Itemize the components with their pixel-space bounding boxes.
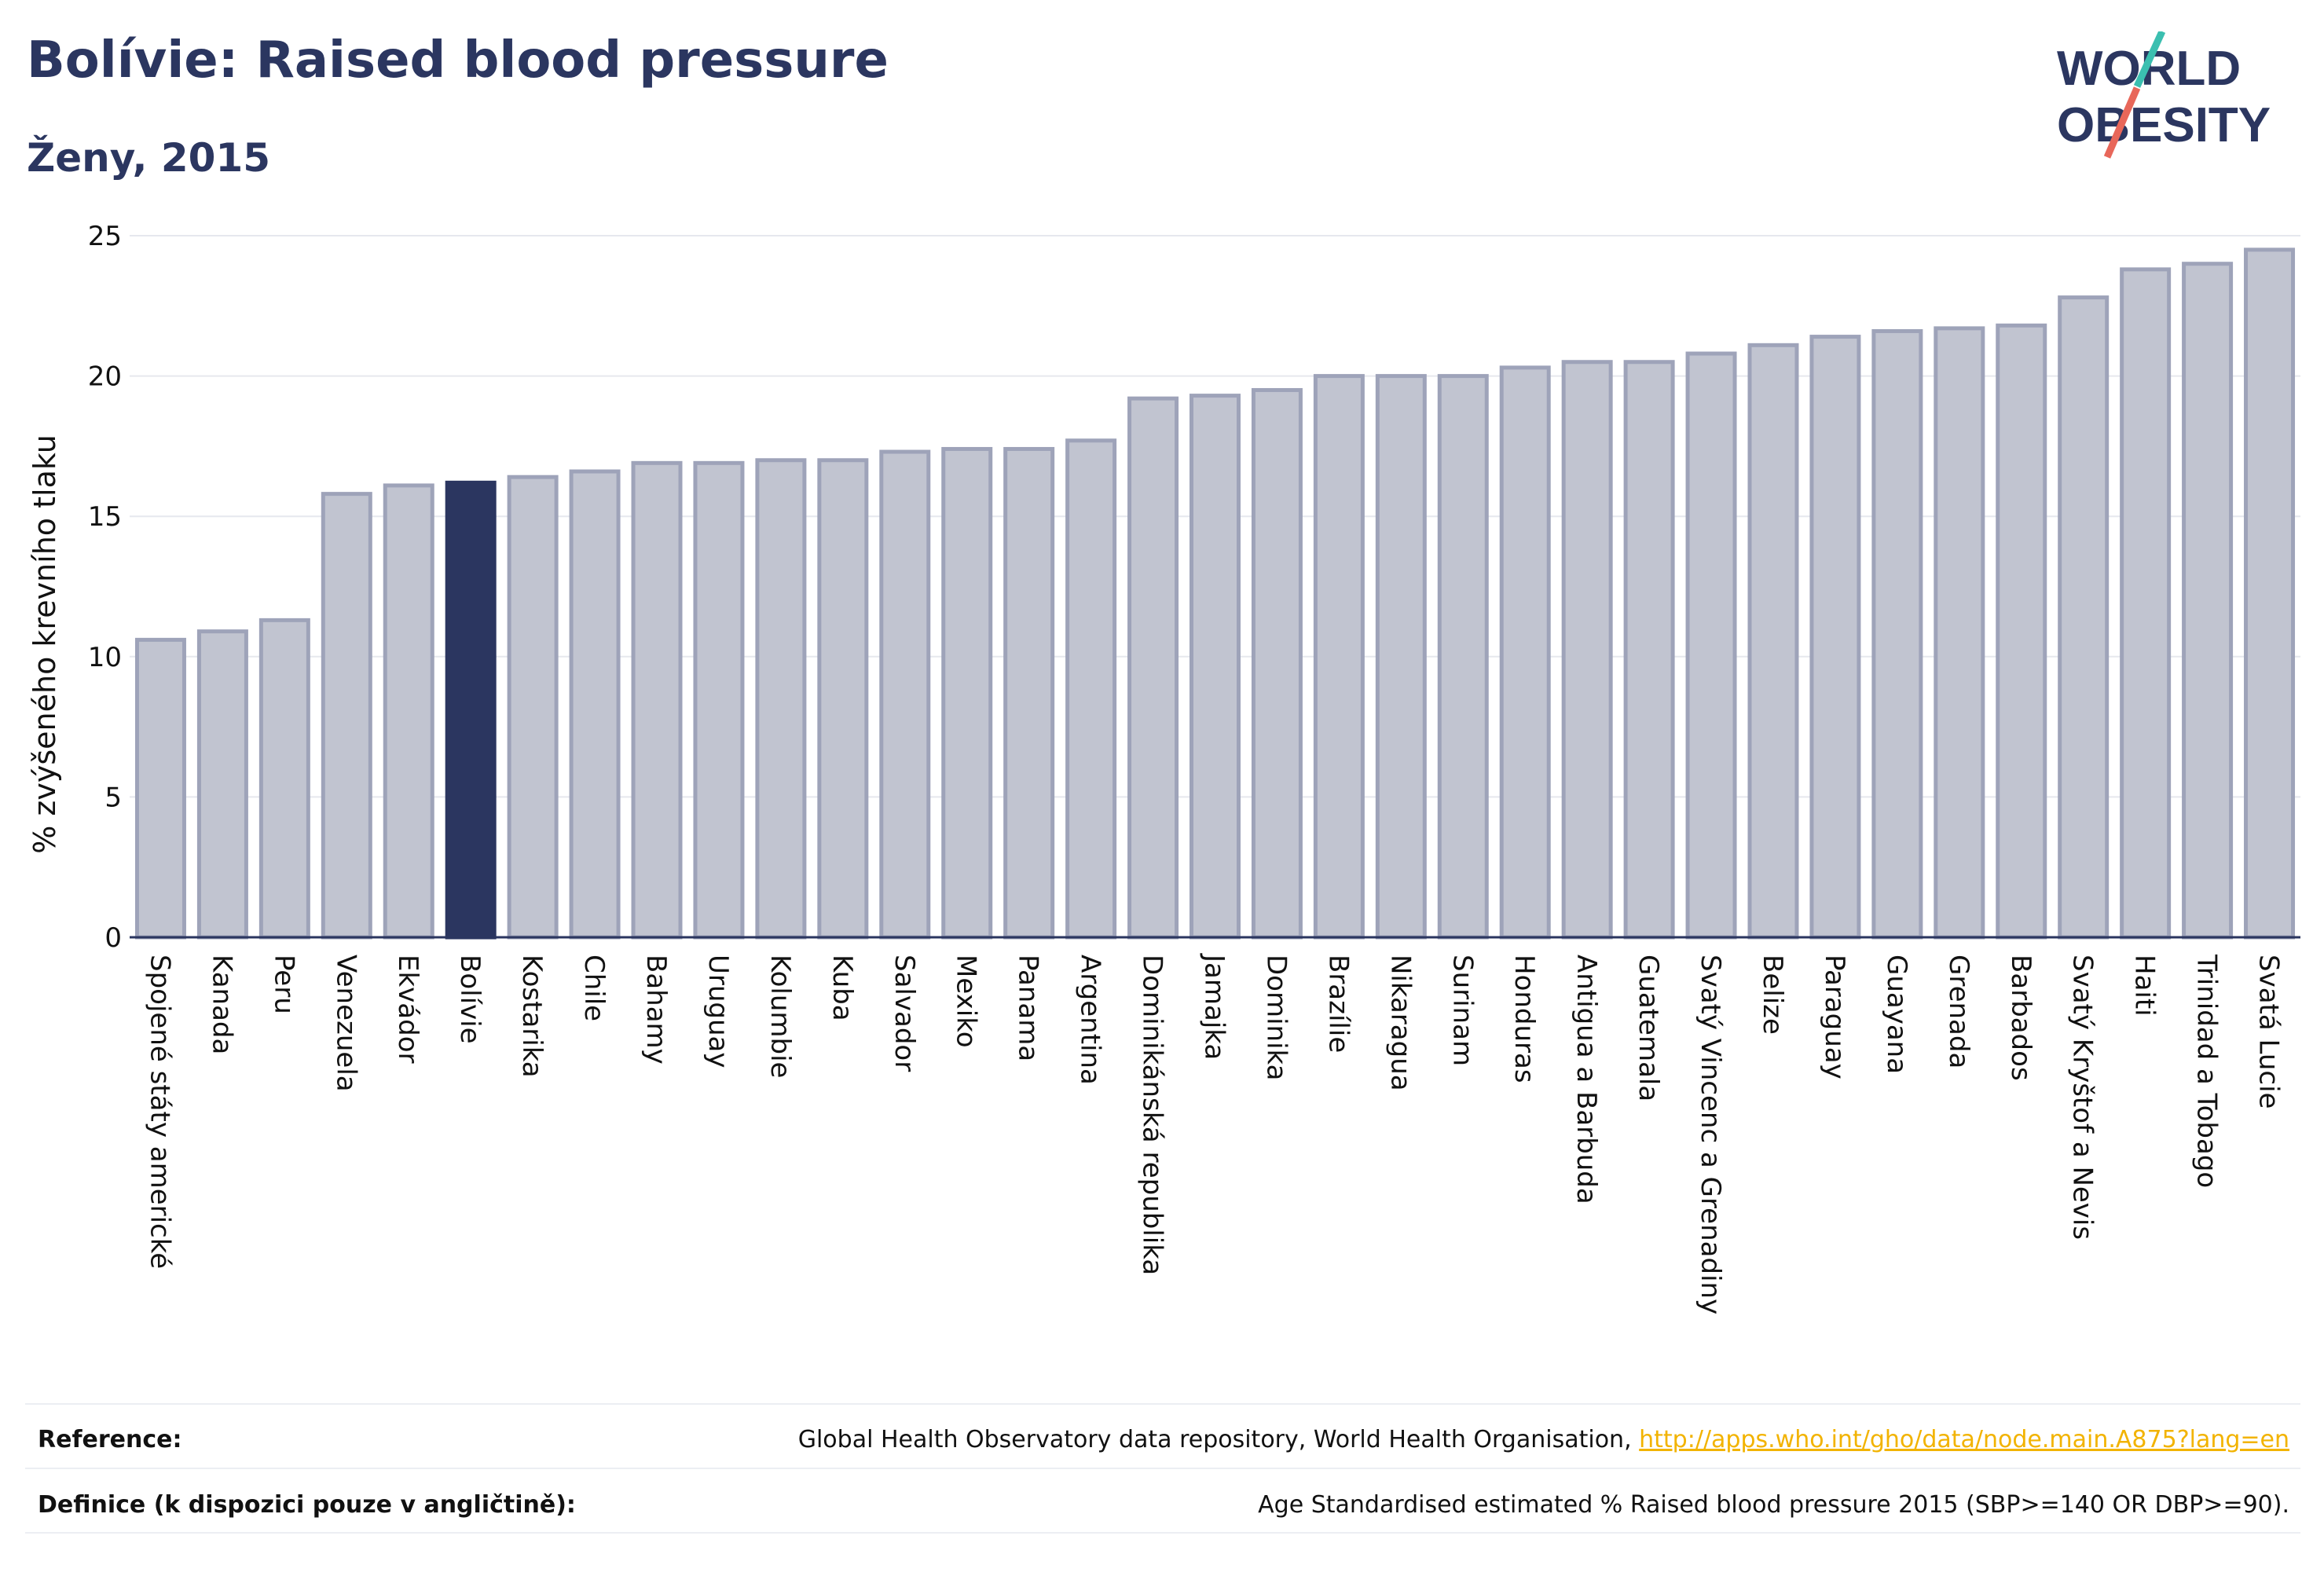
chart-subtitle: Ženy, 2015	[27, 135, 271, 181]
x-tick-label: Ekvádor	[392, 955, 423, 1064]
y-tick-label: 20	[88, 361, 122, 393]
bar-13	[941, 446, 993, 940]
x-tick-label: Panama	[1013, 955, 1044, 1061]
bar-3	[321, 492, 372, 940]
bar-9	[693, 460, 745, 940]
bar-25	[1685, 351, 1737, 940]
reference-link[interactable]: http://apps.who.int/gho/data/node.main.A…	[1639, 1426, 2289, 1453]
x-tick-label: Svatý Kryštof a Nevis	[2067, 955, 2099, 1240]
bar-14	[1003, 446, 1055, 940]
logo-line2: OBESITY	[2057, 98, 2271, 152]
bar-chart: 0 5 10 15 20 25 Spojené státy americké Kanada P…	[27, 221, 2300, 1314]
bar-19	[1313, 374, 1365, 940]
bar-8	[631, 460, 683, 940]
x-tick-label: Trinidad a Tobago	[2191, 954, 2223, 1188]
bar-29	[1934, 326, 1985, 940]
y-axis-label: % zvýšeného krevního tlaku	[27, 434, 62, 854]
reference-text: Global Health Observatory data repositor…	[798, 1426, 2289, 1453]
bar-15	[1065, 438, 1117, 940]
x-tick-label: Spojené státy americké	[144, 955, 175, 1269]
world-obesity-logo: WORLD OBESITY	[2057, 31, 2271, 159]
x-tick-label: Belize	[1757, 955, 1788, 1035]
x-tick-label: Paraguay	[1819, 955, 1850, 1079]
x-tick-label: Brazílie	[1322, 955, 1354, 1053]
y-tick-label: 0	[104, 922, 122, 954]
chart-title: Bolívie: Raised blood pressure	[27, 31, 889, 90]
x-tick-label: Jamajka	[1199, 953, 1230, 1060]
x-tick-label: Guatemala	[1633, 955, 1664, 1101]
bar-17	[1189, 394, 1241, 940]
bar-32	[2120, 267, 2172, 940]
x-tick-label: Svatý Vincenc a Grenadiny	[1695, 955, 1726, 1314]
bar-24	[1623, 360, 1675, 940]
x-tick-label: Bahamy	[640, 955, 672, 1065]
x-tick-label: Grenada	[1943, 955, 1974, 1068]
y-tick-label: 25	[88, 221, 122, 252]
bar-30	[1996, 323, 2047, 940]
definition-text: Age Standardised estimated % Raised bloo…	[1258, 1491, 2289, 1519]
bar-1	[196, 629, 248, 940]
x-tick-label: Peru	[268, 955, 299, 1014]
x-tick-label: Haiti	[2129, 955, 2161, 1017]
bar-7	[569, 469, 621, 940]
bar-12	[879, 449, 931, 940]
bar-2	[258, 618, 310, 940]
reference-label: Reference:	[38, 1426, 182, 1453]
x-tick-label: Svatá Lucie	[2253, 955, 2285, 1109]
bar-11	[817, 458, 869, 940]
footer-divider-bottom	[25, 1532, 2300, 1534]
bar-34	[2244, 247, 2296, 940]
bar-27	[1809, 335, 1861, 940]
x-tick-label: Kolumbie	[764, 955, 796, 1078]
bar-6	[507, 475, 559, 940]
bar-31	[2058, 295, 2110, 940]
x-tick-label: Dominikánská republika	[1137, 955, 1168, 1275]
x-tick-label: Antigua a Barbuda	[1571, 955, 1602, 1204]
footer-divider-top	[25, 1403, 2300, 1405]
x-tick-label: Venezuela	[330, 955, 361, 1092]
x-tick-label: Honduras	[1508, 955, 1540, 1083]
x-tick-label: Uruguay	[702, 955, 734, 1068]
bar-22	[1499, 365, 1551, 940]
x-tick-label: Argentina	[1075, 955, 1106, 1085]
x-tick-label: Kostarika	[516, 955, 548, 1078]
x-tick-label: Chile	[578, 955, 610, 1021]
bar-20	[1375, 374, 1427, 940]
x-tick-label: Salvador	[889, 955, 920, 1072]
bar-21	[1437, 374, 1489, 940]
x-tick-label: Dominika	[1260, 955, 1292, 1080]
bar-16	[1127, 396, 1179, 940]
x-tick-label: Bolívie	[454, 955, 486, 1044]
footer-divider-middle	[25, 1468, 2300, 1469]
bar-33	[2182, 262, 2234, 940]
y-tick-label: 15	[88, 501, 122, 533]
bar-23	[1561, 360, 1613, 940]
x-tick-label: Nikaragua	[1384, 955, 1416, 1091]
logo-slash-red	[2103, 86, 2141, 159]
logo-slash-teal	[2133, 31, 2166, 88]
y-tick-label: 10	[88, 642, 122, 673]
x-tick-label: Guayana	[1881, 955, 1912, 1074]
definition-label: Definice (k dispozici pouze v angličtině…	[38, 1491, 576, 1519]
bar-28	[1871, 328, 1923, 940]
reference-source: Global Health Observatory data repositor…	[797, 1426, 1640, 1453]
bar-5	[445, 480, 497, 940]
x-tick-label: Kuba	[827, 955, 858, 1021]
bar-0	[134, 637, 186, 940]
x-tick-label: Barbados	[2005, 955, 2036, 1081]
bar-18	[1251, 387, 1303, 940]
y-tick-label: 5	[104, 782, 122, 813]
x-tick-label: Surinam	[1446, 955, 1478, 1066]
bar-10	[755, 458, 807, 940]
bar-26	[1747, 343, 1799, 940]
x-tick-label: Kanada	[206, 955, 237, 1054]
x-tick-label: Mexiko	[951, 955, 982, 1048]
bar-4	[383, 483, 434, 940]
